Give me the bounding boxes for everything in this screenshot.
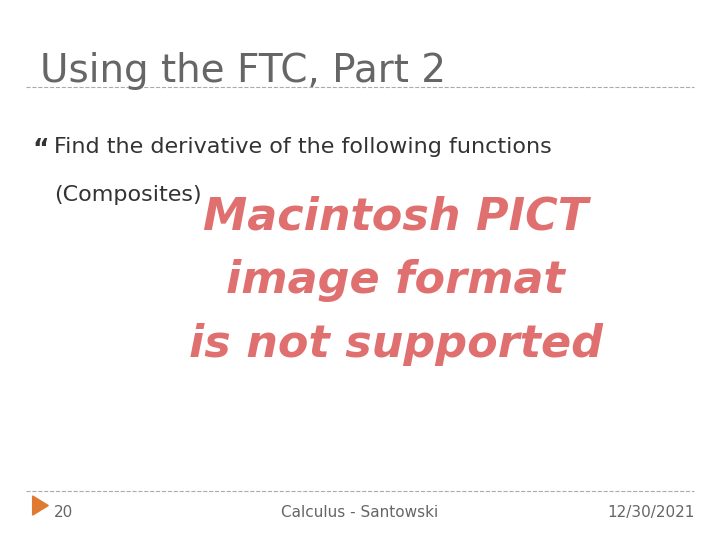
Text: Using the FTC, Part 2: Using the FTC, Part 2 [40,52,446,90]
Text: image format: image format [226,259,565,302]
Text: Calculus - Santowski: Calculus - Santowski [282,505,438,520]
Text: 12/30/2021: 12/30/2021 [607,505,695,520]
Polygon shape [32,496,48,515]
Text: Macintosh PICT: Macintosh PICT [203,195,588,238]
Text: (Composites): (Composites) [54,185,202,205]
Text: is not supported: is not supported [189,323,603,366]
Text: “: “ [32,137,49,161]
Text: Find the derivative of the following functions: Find the derivative of the following fun… [54,137,552,157]
Text: 20: 20 [54,505,73,520]
